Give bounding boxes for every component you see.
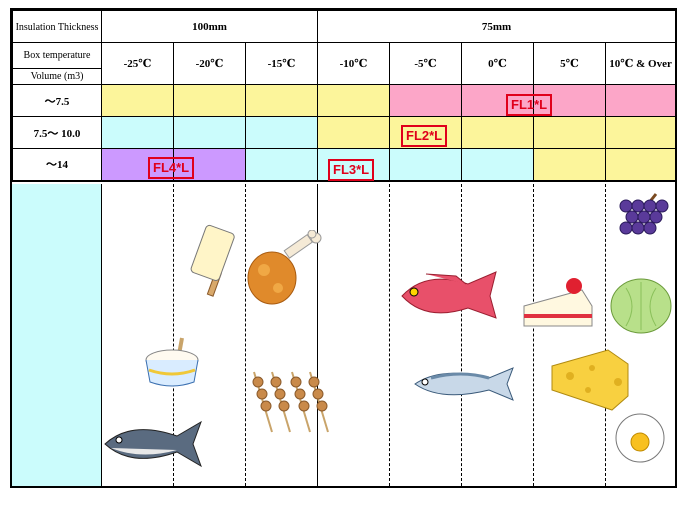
ice-cream-cup-icon [145,337,199,387]
temp-col-3: -15℃ [244,42,319,85]
temp-col-5: -5℃ [389,42,463,85]
food-area-left-column [12,184,102,486]
model-label-fl4: FL4*L [148,157,195,179]
food-area [12,184,675,486]
temp-col-7: 5℃ [533,42,607,85]
temp-col-2: -20℃ [173,42,246,85]
row-label-7-5: ～7.5 [12,84,102,117]
ice-cream-bar-icon [190,224,235,297]
temp-col-6: 0℃ [461,42,535,85]
thickness-100-header: 100mm [100,10,319,43]
thickness-75-header: 75mm [317,10,677,43]
tuna-icon [104,420,202,468]
model-label-fl2: FL2*L [401,125,448,147]
model-label-fl3: FL3*L [328,159,375,181]
box-temp-header: Box temperature [12,42,102,69]
lettuce-icon [610,278,672,334]
mackerel-icon [414,367,514,401]
temp-col-1: -25℃ [101,42,174,85]
yakitori-icon [252,371,329,433]
temperature-matrix: Insulation Thickness 100mm 75mm Box temp… [12,10,677,182]
temp-col-8: 10℃ & Over [605,42,677,85]
egg-icon [615,413,665,463]
table-frame [10,8,677,488]
row-label-14: ～14 [12,148,102,182]
red-snapper-icon [401,271,497,319]
temp-col-4: -10℃ [317,42,391,85]
grapes-icon [619,193,669,235]
cheese-icon [551,349,629,411]
fried-chicken-icon [247,230,322,305]
row-label-7-5-10: 7.5～ 10.0 [12,116,102,149]
insulation-header: Insulation Thickness [12,10,102,43]
cake-icon [523,278,593,327]
volume-header: Volume (m3) [12,68,102,85]
model-label-fl1: FL1*L [506,94,553,116]
